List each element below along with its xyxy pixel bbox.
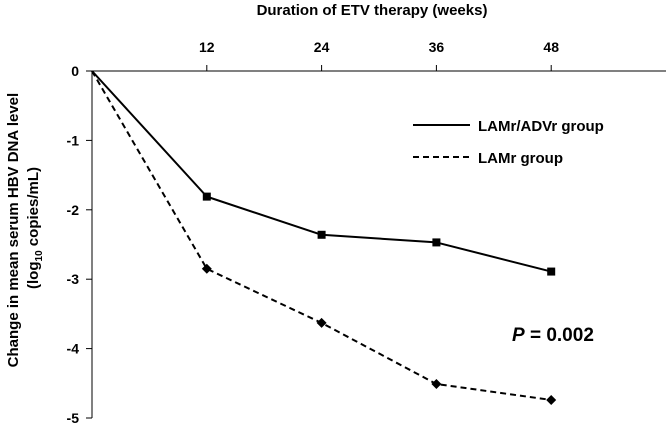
data-point-diamond (546, 394, 557, 405)
y-tick-group: 0 -1 -2 -3 -4 -5 (67, 63, 92, 424)
y-axis-title-line2-sub: 10 (34, 250, 45, 262)
x-tick-label: 24 (314, 39, 330, 55)
data-point-square (547, 267, 556, 276)
p-value-italic: P (512, 325, 525, 346)
series-line-0 (91, 70, 552, 273)
legend: LAMr/ADVr group LAMr group (413, 118, 604, 167)
y-tick-label: -1 (67, 132, 80, 148)
y-tick-label: -3 (67, 271, 80, 287)
y-tick-label: 0 (71, 63, 79, 79)
y-axis-title-line1: Change in mean serum HBV DNA level (5, 93, 22, 368)
x-tick-label: 12 (199, 39, 215, 55)
data-point-square (432, 238, 441, 247)
x-axis-title: Duration of ETV therapy (weeks) (257, 2, 488, 19)
y-tick-label: -4 (67, 341, 80, 357)
data-point-diamond (201, 263, 212, 274)
data-point-diamond (316, 317, 327, 328)
x-tick-label: 36 (429, 39, 445, 55)
series-layer (91, 70, 557, 405)
data-point-diamond (431, 378, 442, 389)
data-point-square (202, 192, 211, 201)
y-axis-title-line2-suffix: copies/mL) (25, 167, 42, 250)
p-value-annotation: P = 0.002 (512, 325, 594, 346)
y-tick-label: -2 (67, 202, 80, 218)
y-tick-label: -5 (67, 410, 80, 424)
legend-label-lamr-advr: LAMr/ADVr group (478, 118, 604, 135)
x-tick-label: 48 (543, 39, 559, 55)
x-tick-group: 12 24 36 48 (199, 39, 559, 71)
data-point-square (317, 230, 326, 239)
y-axis-title: Change in mean serum HBV DNA level (log1… (5, 89, 45, 368)
legend-label-lamr: LAMr group (478, 150, 563, 167)
y-axis-title-line2-prefix: (log (25, 261, 42, 289)
p-value-rest: = 0.002 (525, 325, 594, 346)
